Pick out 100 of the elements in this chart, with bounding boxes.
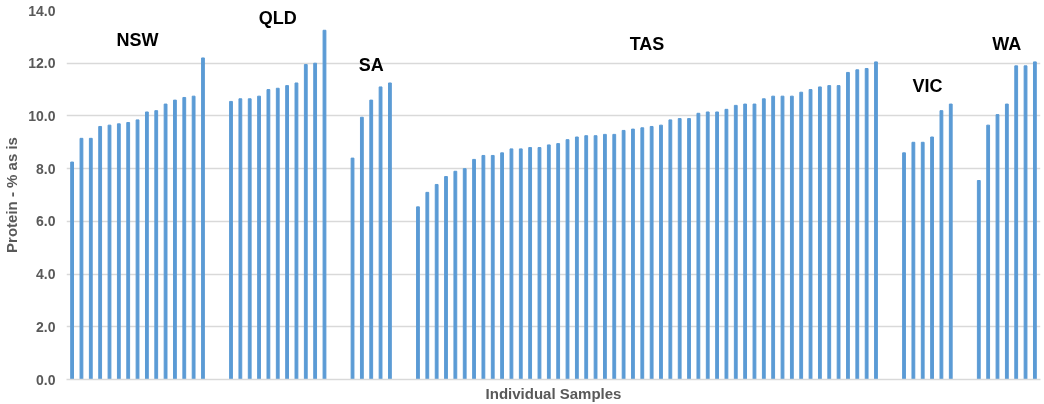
bar — [462, 168, 467, 380]
bar — [603, 133, 607, 380]
bar — [864, 67, 869, 380]
bar — [761, 98, 766, 380]
bar — [229, 100, 233, 380]
bar — [528, 147, 533, 380]
bar — [593, 135, 598, 380]
bar — [565, 139, 570, 380]
annotation: NSW — [116, 29, 159, 50]
bar — [173, 99, 177, 380]
bar — [818, 86, 822, 380]
bar — [201, 57, 205, 380]
y-tick-label: 10.0 — [28, 107, 56, 124]
bar — [126, 122, 131, 380]
bar — [425, 191, 430, 380]
bar — [322, 29, 327, 380]
bar — [930, 136, 934, 380]
bar — [612, 133, 617, 380]
bar — [827, 85, 832, 380]
bar — [191, 95, 196, 380]
bar — [939, 110, 944, 380]
bar — [247, 98, 252, 380]
bar — [388, 82, 392, 380]
annotation: QLD — [258, 8, 297, 29]
bar — [182, 96, 187, 380]
bar — [154, 110, 159, 380]
bar — [481, 154, 486, 380]
bar — [677, 118, 682, 380]
y-tick-label: 4.0 — [36, 266, 56, 283]
bar — [948, 103, 953, 380]
bar — [659, 124, 663, 380]
bar — [799, 91, 804, 380]
y-tick-label: 14.0 — [28, 2, 56, 19]
bar — [294, 82, 299, 380]
bar — [584, 135, 589, 380]
bar — [846, 71, 850, 380]
bar — [500, 152, 504, 380]
bar — [537, 147, 542, 380]
bar — [668, 119, 673, 380]
bar — [313, 62, 318, 380]
bar — [574, 136, 579, 380]
bar — [135, 119, 140, 380]
bar — [621, 129, 626, 380]
y-tick-label: 2.0 — [36, 318, 56, 335]
bar — [453, 170, 458, 380]
bar — [902, 152, 906, 380]
bar — [696, 112, 701, 380]
bar — [1004, 103, 1009, 380]
annotation: VIC — [912, 76, 943, 97]
bar — [144, 111, 149, 380]
bar — [1014, 65, 1019, 380]
annotation: SA — [358, 54, 384, 75]
bar — [920, 141, 925, 380]
bar — [911, 141, 916, 380]
bar — [631, 128, 635, 380]
bar — [743, 103, 748, 380]
bar — [752, 103, 757, 380]
bar — [266, 89, 271, 380]
bar — [780, 95, 785, 380]
bar — [238, 98, 243, 380]
bar — [116, 123, 121, 380]
bar — [874, 61, 878, 380]
bar — [275, 87, 280, 380]
bar — [556, 143, 561, 380]
bar — [416, 206, 420, 380]
y-axis-title: Protein - % as is — [3, 137, 21, 253]
bar — [687, 118, 691, 380]
bar — [79, 137, 84, 380]
bar — [724, 108, 729, 380]
bar — [107, 124, 112, 380]
bar — [378, 86, 383, 380]
bar — [733, 104, 738, 380]
bar — [771, 95, 776, 380]
bar — [640, 127, 645, 380]
bar — [986, 124, 991, 380]
x-axis-title: Individual Samples — [485, 384, 622, 402]
bar — [789, 95, 794, 380]
bar — [509, 148, 514, 380]
y-tick-label: 6.0 — [36, 213, 56, 230]
bar — [303, 64, 308, 380]
bar — [359, 116, 364, 380]
bar — [1032, 61, 1037, 380]
y-tick-label: 8.0 — [36, 160, 56, 177]
bar — [350, 157, 355, 380]
bar — [163, 103, 168, 380]
bar — [285, 85, 289, 380]
bar — [836, 85, 841, 380]
bar — [88, 137, 93, 380]
bar — [472, 158, 476, 380]
bar — [808, 89, 813, 380]
bar — [995, 114, 1000, 380]
annotation: TAS — [629, 33, 665, 54]
bar — [546, 144, 551, 380]
bar — [70, 161, 75, 380]
bar — [705, 111, 710, 380]
y-tick-label: 0.0 — [36, 371, 56, 388]
y-tick-label: 12.0 — [28, 55, 56, 72]
bar — [98, 125, 103, 380]
annotation: WA — [992, 33, 1022, 54]
bar — [715, 111, 719, 380]
